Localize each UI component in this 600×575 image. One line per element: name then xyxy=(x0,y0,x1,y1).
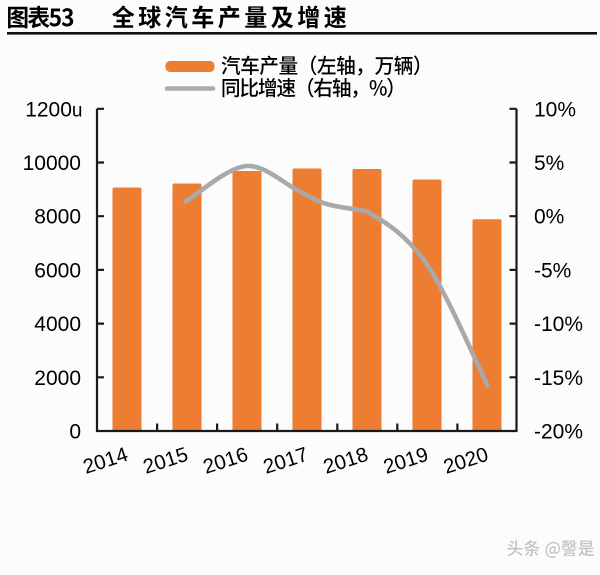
svg-text:10000: 10000 xyxy=(23,152,81,175)
svg-text:-15%: -15% xyxy=(534,367,583,390)
svg-text:-5%: -5% xyxy=(534,259,571,282)
svg-text:10%: 10% xyxy=(534,98,576,121)
svg-text:2015: 2015 xyxy=(140,443,190,479)
svg-text:-10%: -10% xyxy=(534,313,583,336)
svg-text:2017: 2017 xyxy=(260,443,310,479)
svg-text:2016: 2016 xyxy=(200,443,250,479)
svg-text:8000: 8000 xyxy=(34,206,81,229)
svg-text:4000: 4000 xyxy=(34,313,81,336)
svg-text:2020: 2020 xyxy=(441,443,491,479)
svg-text:2014: 2014 xyxy=(80,443,130,479)
svg-text:2018: 2018 xyxy=(321,443,371,479)
svg-text:5%: 5% xyxy=(534,152,564,175)
svg-text:2000: 2000 xyxy=(34,367,81,390)
svg-text:2019: 2019 xyxy=(381,443,431,479)
svg-text:0%: 0% xyxy=(534,206,564,229)
svg-text:6000: 6000 xyxy=(34,259,81,282)
svg-text:1200u: 1200u xyxy=(25,98,82,121)
svg-text:-20%: -20% xyxy=(534,421,583,444)
svg-text:0: 0 xyxy=(69,421,81,444)
